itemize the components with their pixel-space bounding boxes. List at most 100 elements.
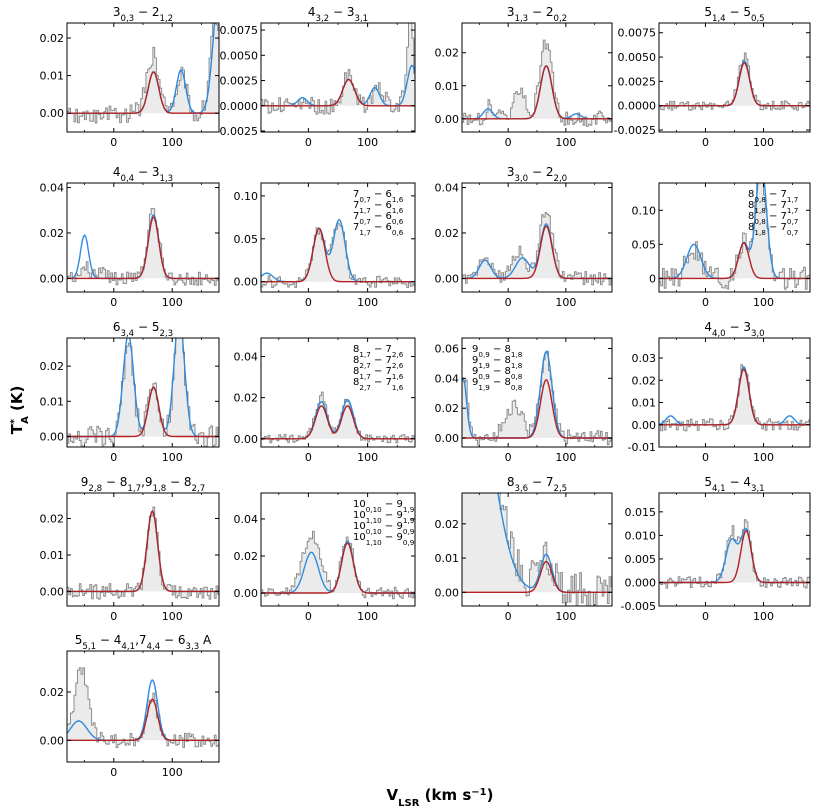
- x-tick-label: 100: [555, 610, 576, 623]
- y-tick-label: 0.05: [632, 238, 657, 251]
- y-tick-label: 0.00: [40, 272, 65, 285]
- y-tick-label: 0.0050: [220, 49, 259, 62]
- component-model-line: [261, 78, 415, 107]
- component-model-line: [261, 227, 415, 283]
- y-tick-label: -0.005: [621, 600, 656, 613]
- x-tick-label: 100: [162, 296, 183, 309]
- y-tick-label: 0.00: [435, 432, 460, 445]
- x-tick-label: 100: [555, 136, 576, 149]
- transition-label: 82,7 − 71,6: [353, 377, 404, 392]
- y-tick-label: 0.00: [40, 430, 65, 443]
- x-tick-label: 0: [110, 610, 117, 623]
- y-tick-label: 0.0050: [618, 51, 657, 64]
- y-tick-label: 0.01: [632, 397, 657, 410]
- y-tick-label: 0.015: [625, 506, 657, 519]
- y-tick-label: 0.02: [435, 227, 460, 240]
- spectrum-panel: 0 100 0.00 0.02 0.04 0.06 90,9 − 81,891,9 − 81…: [435, 337, 613, 464]
- x-tick-label: 0: [505, 451, 512, 464]
- panel-title: 51,4 − 50,5: [704, 5, 764, 24]
- observed-fill: [659, 53, 810, 111]
- panel-title: 30,3 − 21,2: [113, 5, 173, 24]
- y-tick-label: 0.00: [234, 276, 259, 289]
- y-tick-label: 0.02: [40, 227, 65, 240]
- x-tick-label: 0: [702, 610, 709, 623]
- y-tick-label: 0.02: [435, 402, 460, 415]
- y-tick-label: 0.01: [40, 70, 65, 83]
- x-axis-label: VLSR (km s−1): [387, 786, 494, 809]
- y-tick-label: 0.00: [40, 107, 65, 120]
- transition-label: 81,7 − 71,6: [353, 366, 404, 381]
- component-model-line: [462, 225, 612, 280]
- observed-fill: [462, 351, 612, 446]
- x-tick-label: 0: [110, 136, 117, 149]
- y-tick-label: 0.01: [40, 395, 65, 408]
- panel-title: 40,4 − 31,3: [113, 165, 173, 184]
- panel-title: 31,3 − 20,2: [507, 5, 567, 24]
- x-tick-label: 0: [702, 296, 709, 309]
- x-tick-label: 0: [305, 610, 312, 623]
- observed-fill: [659, 364, 810, 431]
- y-tick-label: 0.00: [435, 113, 460, 126]
- y-tick-label: -0.01: [628, 441, 656, 454]
- observed-spectrum: [67, 338, 219, 447]
- component-model-line: [659, 242, 810, 280]
- transition-label: 90,9 − 81,8: [472, 344, 523, 359]
- spectrum-panel: 0 100 0.00 0.01 0.02 92,8 − 81,7,91,8 − 82,7: [40, 475, 220, 623]
- y-tick-label: 0.05: [234, 233, 259, 246]
- x-tick-label: 100: [162, 451, 183, 464]
- y-tick-label: 0.02: [632, 374, 657, 387]
- y-tick-label: 0.10: [234, 190, 259, 203]
- transition-label: 81,7 − 72,6: [353, 344, 404, 359]
- component-model-line: [659, 368, 810, 426]
- x-tick-label: 0: [110, 296, 117, 309]
- x-tick-label: 100: [162, 136, 183, 149]
- x-tick-label: 0: [110, 451, 117, 464]
- x-tick-label: 0: [505, 610, 512, 623]
- y-tick-label: 0.02: [234, 392, 259, 405]
- observed-fill: [659, 519, 810, 589]
- transition-label: 80,8 − 71,7: [748, 189, 798, 204]
- y-tick-label: 0.00: [234, 433, 259, 446]
- observed-fill: [261, 23, 415, 115]
- transition-label: 71,7 − 61,6: [353, 200, 404, 215]
- spectrum-panel: 0 100 0.00 0.02 0.04 33,0 − 22,0: [435, 165, 613, 309]
- x-tick-label: 100: [357, 136, 378, 149]
- spectrum-panel: 0 100 0.00 0.01 0.02 63,4 − 52,3: [40, 320, 220, 464]
- transition-label: 70,7 − 60,6: [353, 211, 404, 226]
- panel-title: 33,0 − 22,0: [507, 165, 567, 184]
- y-tick-label: 0.02: [234, 550, 259, 563]
- y-tick-label: 0.0025: [618, 75, 657, 88]
- observed-spectrum: [462, 39, 612, 127]
- y-tick-label: 0.000: [625, 576, 657, 589]
- component-model-line: [261, 542, 415, 594]
- transition-label: 81,8 − 71,7: [748, 200, 798, 215]
- x-tick-label: 100: [753, 610, 774, 623]
- y-tick-label: 0: [649, 272, 656, 285]
- y-tick-label: 0.010: [625, 529, 657, 542]
- x-tick-label: 100: [162, 766, 183, 779]
- spectrum-panel: 0 100 0.00 0.01 0.02 83,6 − 72,5: [435, 475, 613, 623]
- observed-spectrum: [67, 667, 219, 748]
- spectrum-panel: 0 100 0.00 0.05 0.10 70,7 − 61,671,7 − 61,670…: [234, 182, 416, 309]
- observed-spectrum: [659, 519, 810, 589]
- y-tick-label: 0.02: [435, 47, 460, 60]
- x-tick-label: 100: [357, 610, 378, 623]
- y-tick-label: 0.0075: [220, 24, 259, 37]
- x-tick-label: 100: [753, 136, 774, 149]
- component-model-line: [67, 216, 219, 280]
- observed-spectrum: [67, 23, 219, 124]
- panel-frame: [658, 22, 811, 133]
- y-tick-label: 0.02: [435, 518, 460, 531]
- y-tick-label: 0.00: [435, 272, 460, 285]
- y-tick-label: 0.00: [40, 734, 65, 747]
- transition-label: 91,9 − 80,8: [472, 377, 523, 392]
- observed-spectrum: [261, 23, 415, 115]
- y-tick-label: 0.06: [435, 342, 460, 355]
- y-axis-label: T*A (K): [8, 386, 31, 435]
- spectrum-panel: 0 100 0.00 0.02 55,1 − 44,1,74,4 − 63,3 A: [40, 633, 220, 779]
- y-tick-label: 0.00: [435, 586, 460, 599]
- spectrum-panel: 0 100 -0.0025 0.0000 0.0025 0.0050 0.0075 43,2 …: [216, 5, 416, 149]
- y-tick-label: -0.0025: [216, 125, 258, 138]
- component-model-line: [67, 386, 219, 438]
- x-tick-label: 0: [305, 451, 312, 464]
